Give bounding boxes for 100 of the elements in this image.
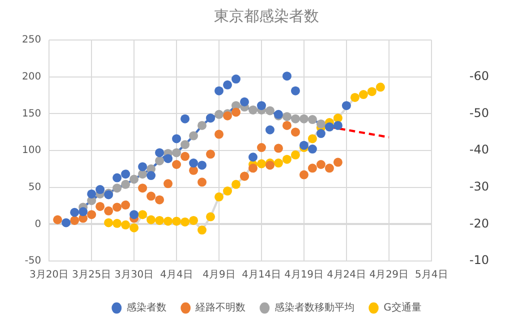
point — [198, 178, 207, 187]
point — [290, 86, 300, 96]
y-tick-label: 150 — [22, 108, 42, 120]
point — [265, 106, 274, 116]
y2-tick-label: -40 — [469, 142, 490, 157]
point — [223, 80, 232, 90]
y-tick-label: 250 — [22, 34, 42, 46]
point — [62, 218, 71, 228]
point — [146, 171, 156, 180]
point — [248, 164, 258, 173]
y2-tick-label: -20 — [469, 216, 490, 230]
point — [248, 105, 258, 114]
point — [308, 144, 317, 154]
point — [87, 189, 96, 198]
point — [172, 160, 182, 169]
x-tick-label: 4月19日 — [284, 270, 324, 281]
point — [198, 120, 207, 130]
point — [172, 216, 182, 226]
point — [214, 86, 224, 96]
y-tick-label: 50 — [28, 182, 42, 193]
point — [240, 97, 249, 106]
point — [172, 134, 182, 144]
point — [342, 101, 351, 110]
point — [376, 82, 385, 92]
point — [198, 160, 207, 170]
y2-tick-label: -60 — [469, 68, 490, 83]
point — [214, 192, 224, 202]
point — [367, 87, 376, 96]
point — [53, 215, 62, 224]
point — [121, 180, 130, 189]
point — [104, 218, 114, 228]
point — [231, 108, 240, 117]
point — [248, 152, 258, 162]
y2-tick-label: -50 — [469, 106, 490, 120]
point — [206, 150, 216, 159]
x-tick-label: 4月9日 — [202, 270, 236, 281]
point — [96, 185, 105, 194]
point — [290, 114, 300, 124]
point — [256, 101, 266, 110]
point — [138, 210, 148, 220]
point — [231, 180, 240, 189]
point — [155, 195, 164, 204]
point — [180, 152, 190, 161]
point — [70, 208, 80, 217]
point — [206, 212, 216, 222]
point — [155, 156, 164, 166]
point — [121, 170, 130, 179]
legend-label: 感染者数移動平均 — [274, 302, 355, 314]
point — [189, 131, 198, 140]
x-tick-label: 4月29日 — [369, 270, 408, 281]
point — [333, 158, 342, 167]
point — [333, 120, 342, 130]
point — [282, 154, 292, 164]
point — [299, 140, 308, 150]
point — [78, 207, 88, 216]
point — [333, 114, 342, 123]
x-tick-label: 5月4日 — [415, 270, 448, 281]
y2-tick-label: -10 — [469, 253, 490, 268]
y2-tick-label: -30 — [469, 179, 490, 194]
point — [214, 110, 224, 119]
point — [282, 72, 292, 81]
point — [130, 223, 139, 232]
point — [358, 90, 368, 100]
point — [104, 206, 114, 216]
point — [121, 220, 130, 230]
point — [290, 150, 300, 160]
point — [350, 92, 360, 102]
point — [96, 202, 105, 211]
point — [308, 115, 317, 124]
point — [180, 140, 190, 150]
point — [164, 154, 173, 164]
x-tick-label: 3月30日 — [114, 270, 154, 281]
x-tick-label: 3月20日 — [30, 270, 69, 281]
point — [308, 164, 317, 173]
point — [112, 184, 122, 193]
point — [274, 158, 283, 168]
legend-label: 経路不明数 — [194, 302, 246, 314]
point — [112, 202, 122, 212]
point — [256, 159, 266, 168]
x-tick-label: 3月25日 — [72, 270, 112, 281]
chart-title: 東京都感染者数 — [214, 6, 319, 25]
point — [189, 216, 198, 225]
point — [164, 179, 173, 188]
point — [198, 226, 207, 235]
point — [130, 174, 139, 184]
point — [189, 158, 198, 168]
point — [274, 144, 283, 153]
legend-label: 感染者数 — [126, 302, 167, 314]
legend-label: G交通量 — [384, 302, 422, 314]
point — [299, 114, 308, 124]
point — [290, 128, 300, 137]
x-tick-label: 4月14日 — [242, 270, 282, 281]
point — [282, 112, 292, 122]
point — [121, 200, 130, 210]
point — [146, 215, 156, 224]
point — [308, 134, 317, 144]
point — [112, 173, 122, 182]
point — [223, 186, 232, 196]
point — [180, 114, 190, 124]
point — [130, 210, 139, 220]
